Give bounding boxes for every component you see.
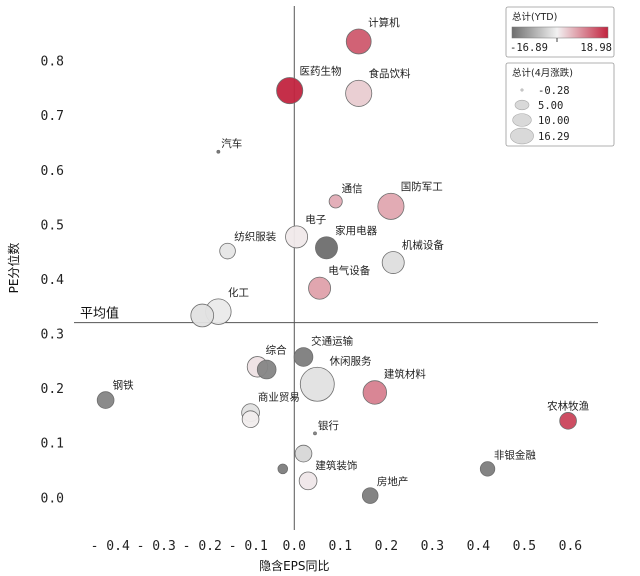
- point-钢铁: [96, 391, 115, 409]
- point-休闲服务: [299, 366, 335, 402]
- legend-size-box: [505, 62, 615, 147]
- point-机械设备: [381, 251, 405, 274]
- x-tick-label: 0.6: [559, 539, 582, 554]
- x-tick-label: 0.2: [375, 539, 398, 554]
- x-tick-label: 0.3: [421, 539, 444, 554]
- point-银行: [313, 431, 317, 436]
- legend-size-marker: [514, 99, 530, 111]
- point-非银金融: [479, 461, 496, 477]
- legend-size-marker: [520, 88, 524, 92]
- x-tick-label: - 0.2: [183, 539, 222, 554]
- x-tick-label: 0.1: [329, 539, 352, 554]
- legend-color-title: 总计(YTD): [512, 11, 557, 23]
- legend-size-title: 总计(4月涨跌): [512, 67, 573, 79]
- point-食品饮料: [345, 79, 373, 107]
- x-tick-label: 0.0: [283, 539, 306, 554]
- point-label: 商业贸易: [258, 391, 300, 404]
- point-label: 综合: [266, 344, 287, 357]
- point-家用电器: [315, 236, 338, 260]
- legend-color-bar: [511, 26, 609, 39]
- point-label: 纺织服装: [234, 230, 276, 243]
- y-tick-label: 0.6: [41, 164, 64, 179]
- point-label: 国防军工: [401, 180, 443, 193]
- point-label: 家用电器: [335, 224, 377, 237]
- y-tick-label: 0.5: [41, 218, 64, 233]
- point-label: 银行: [318, 419, 339, 432]
- y-tick-label: 0.1: [41, 437, 64, 452]
- point-label: 机械设备: [402, 238, 444, 251]
- point-label: 农林牧渔: [547, 399, 589, 412]
- point-计算机: [345, 28, 372, 55]
- legend-size-marker: [510, 127, 534, 145]
- legend-size-label: 10.00: [538, 115, 570, 127]
- point-label: 通信: [342, 183, 363, 195]
- x-tick-label: 0.4: [467, 539, 491, 554]
- point-建筑装饰: [298, 471, 318, 491]
- average-line-label: 平均值: [80, 306, 119, 322]
- point-农林牧渔: [559, 412, 577, 430]
- x-tick-label: - 0.1: [229, 539, 268, 554]
- point-label: 建筑材料: [384, 368, 426, 381]
- y-tick-label: 0.8: [41, 55, 64, 70]
- y-tick-label: 0.3: [41, 328, 64, 343]
- legend-color-max: 18.98: [580, 42, 612, 54]
- point-建筑材料: [362, 380, 387, 405]
- y-tick-label: 0.0: [41, 491, 64, 506]
- y-tick-label: 0.4: [41, 273, 65, 288]
- x-tick-label: - 0.4: [91, 539, 130, 554]
- legend-size-label: 5.00: [538, 100, 563, 112]
- point-非银伴随点: [277, 463, 289, 475]
- point-label: 建筑装饰: [315, 459, 357, 472]
- point-label: 化工: [228, 286, 249, 299]
- point-label: 房地产: [377, 475, 409, 488]
- point-房地产: [361, 487, 379, 504]
- point-label: 汽车: [221, 137, 242, 150]
- y-axis-title: PE分位数: [6, 243, 21, 294]
- legend: 总计(YTD) -16.89 18.98 总计(4月涨跌) -0.28 5.00 10.00…: [505, 6, 615, 147]
- axes: - 0.4 - 0.3 - 0.2 - 0.1 0.0 0.1 0.2 0.3 0.4 0.5 0.…: [6, 6, 582, 573]
- point-label: 非银金融: [494, 449, 536, 462]
- legend-size-marker: [512, 113, 532, 127]
- point-label: 电子: [305, 213, 326, 226]
- points: [96, 28, 577, 504]
- x-tick-label: 0.5: [513, 539, 536, 554]
- y-tick-label: 0.2: [41, 382, 64, 397]
- point-label: 食品饮料: [369, 67, 411, 80]
- average-line-group: 平均值: [74, 306, 598, 324]
- point-交通运输: [293, 347, 314, 367]
- x-tick-label: - 0.3: [137, 539, 176, 554]
- x-axis-title: 隐含EPS同比: [259, 558, 329, 573]
- point-平均化工伴随点: [190, 303, 215, 328]
- point-label: 交通运输: [311, 335, 353, 348]
- point-国防军工: [377, 192, 405, 220]
- point-label: 钢铁: [113, 379, 134, 392]
- point-综合伴随点: [256, 359, 277, 380]
- point-label: 计算机: [368, 16, 400, 29]
- point-纺织服装: [219, 242, 236, 260]
- point-label: 休闲服务: [329, 354, 371, 367]
- legend-color-min: -16.89: [510, 42, 548, 54]
- point-商业贸易伴随点: [241, 410, 260, 428]
- legend-size-label: -0.28: [538, 85, 570, 97]
- point-label: 电气设备: [328, 264, 370, 277]
- point-label: 医药生物: [300, 65, 342, 78]
- point-电子: [285, 225, 309, 249]
- point-银行伴随点: [294, 444, 313, 463]
- y-tick-label: 0.7: [41, 109, 64, 124]
- legend-size-label: 16.29: [538, 131, 570, 143]
- point-电气设备: [308, 276, 332, 300]
- point-医药生物: [276, 77, 304, 105]
- point-汽车: [216, 149, 221, 154]
- point-通信: [328, 194, 343, 209]
